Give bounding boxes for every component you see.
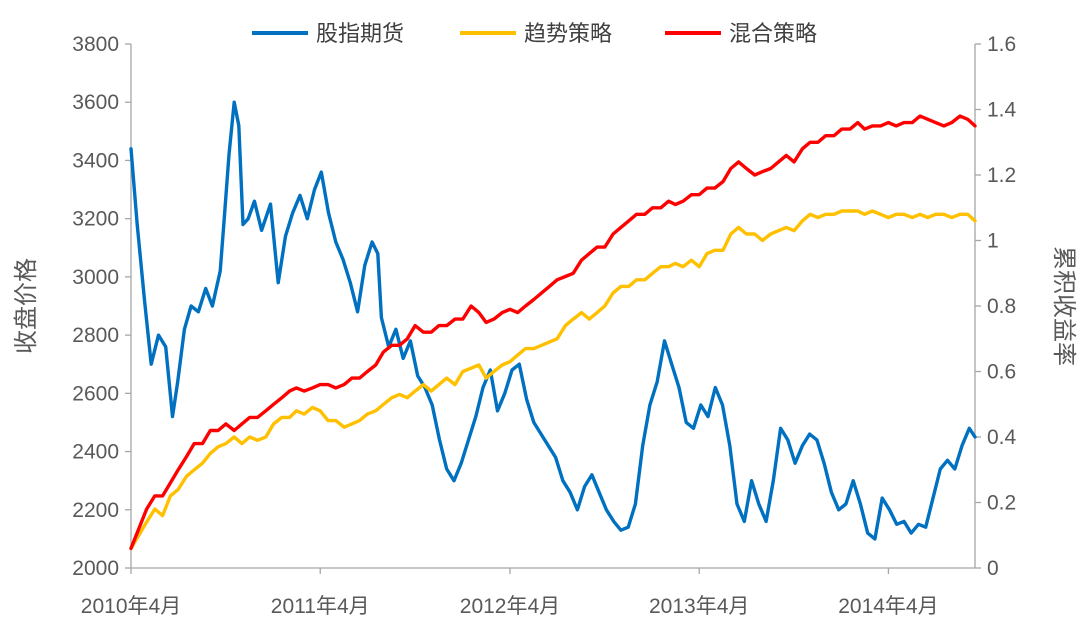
- left-y-axis: 2000 2200 2400 2600 2800 3000 3200 3400 3600 3800: [72, 33, 132, 580]
- x-axis: 2010年4月 2011年4月 2012年4月 2013年4月 2014年4月: [81, 567, 975, 618]
- series-line-1: [129, 100, 977, 541]
- left-tick-label: 2600: [72, 382, 119, 405]
- left-tick-label: 3800: [72, 33, 119, 56]
- right-tick-label: 0.8: [987, 295, 1016, 318]
- left-tick-label: 2400: [72, 441, 119, 464]
- x-tick-label: 2014年4月: [838, 595, 938, 618]
- left-tick-label: 3200: [72, 208, 119, 231]
- right-tick-label: 1: [987, 230, 999, 253]
- right-y-axis: 0 0.2 0.4 0.6 0.8 1 1.2 1.4 1.6: [974, 33, 1017, 580]
- legend-label-3: 混合策略: [729, 22, 817, 47]
- right-tick-label: 0: [987, 557, 999, 580]
- series-line-3: [129, 114, 977, 551]
- right-tick-label: 1.2: [987, 164, 1016, 187]
- right-tick-label: 0.4: [987, 426, 1017, 449]
- legend-label-1: 股指期货: [316, 22, 404, 47]
- left-y-axis-title: 收盘价格: [12, 258, 40, 354]
- left-tick-label: 2200: [72, 499, 119, 522]
- left-tick-label: 3600: [72, 91, 119, 114]
- right-tick-label: 1.6: [987, 33, 1016, 56]
- right-tick-label: 0.2: [987, 492, 1016, 515]
- x-tick-label: 2011年4月: [271, 595, 370, 618]
- right-tick-label: 1.4: [987, 99, 1017, 122]
- left-tick-label: 3400: [72, 149, 119, 172]
- series-line-2: [129, 209, 977, 551]
- legend-label-2: 趋势策略: [524, 22, 612, 47]
- x-tick-label: 2010年4月: [81, 595, 181, 618]
- left-tick-label: 3000: [72, 266, 119, 289]
- right-tick-label: 0.6: [987, 361, 1016, 384]
- x-tick-label: 2012年4月: [460, 595, 560, 618]
- legend: 股指期货 趋势策略 混合策略: [252, 22, 817, 47]
- left-tick-label: 2000: [72, 557, 119, 580]
- left-tick-label: 2800: [72, 324, 119, 347]
- series-layer: [129, 100, 977, 551]
- x-tick-label: 2013年4月: [649, 595, 749, 618]
- right-y-axis-title: 累积收益率: [1050, 246, 1078, 366]
